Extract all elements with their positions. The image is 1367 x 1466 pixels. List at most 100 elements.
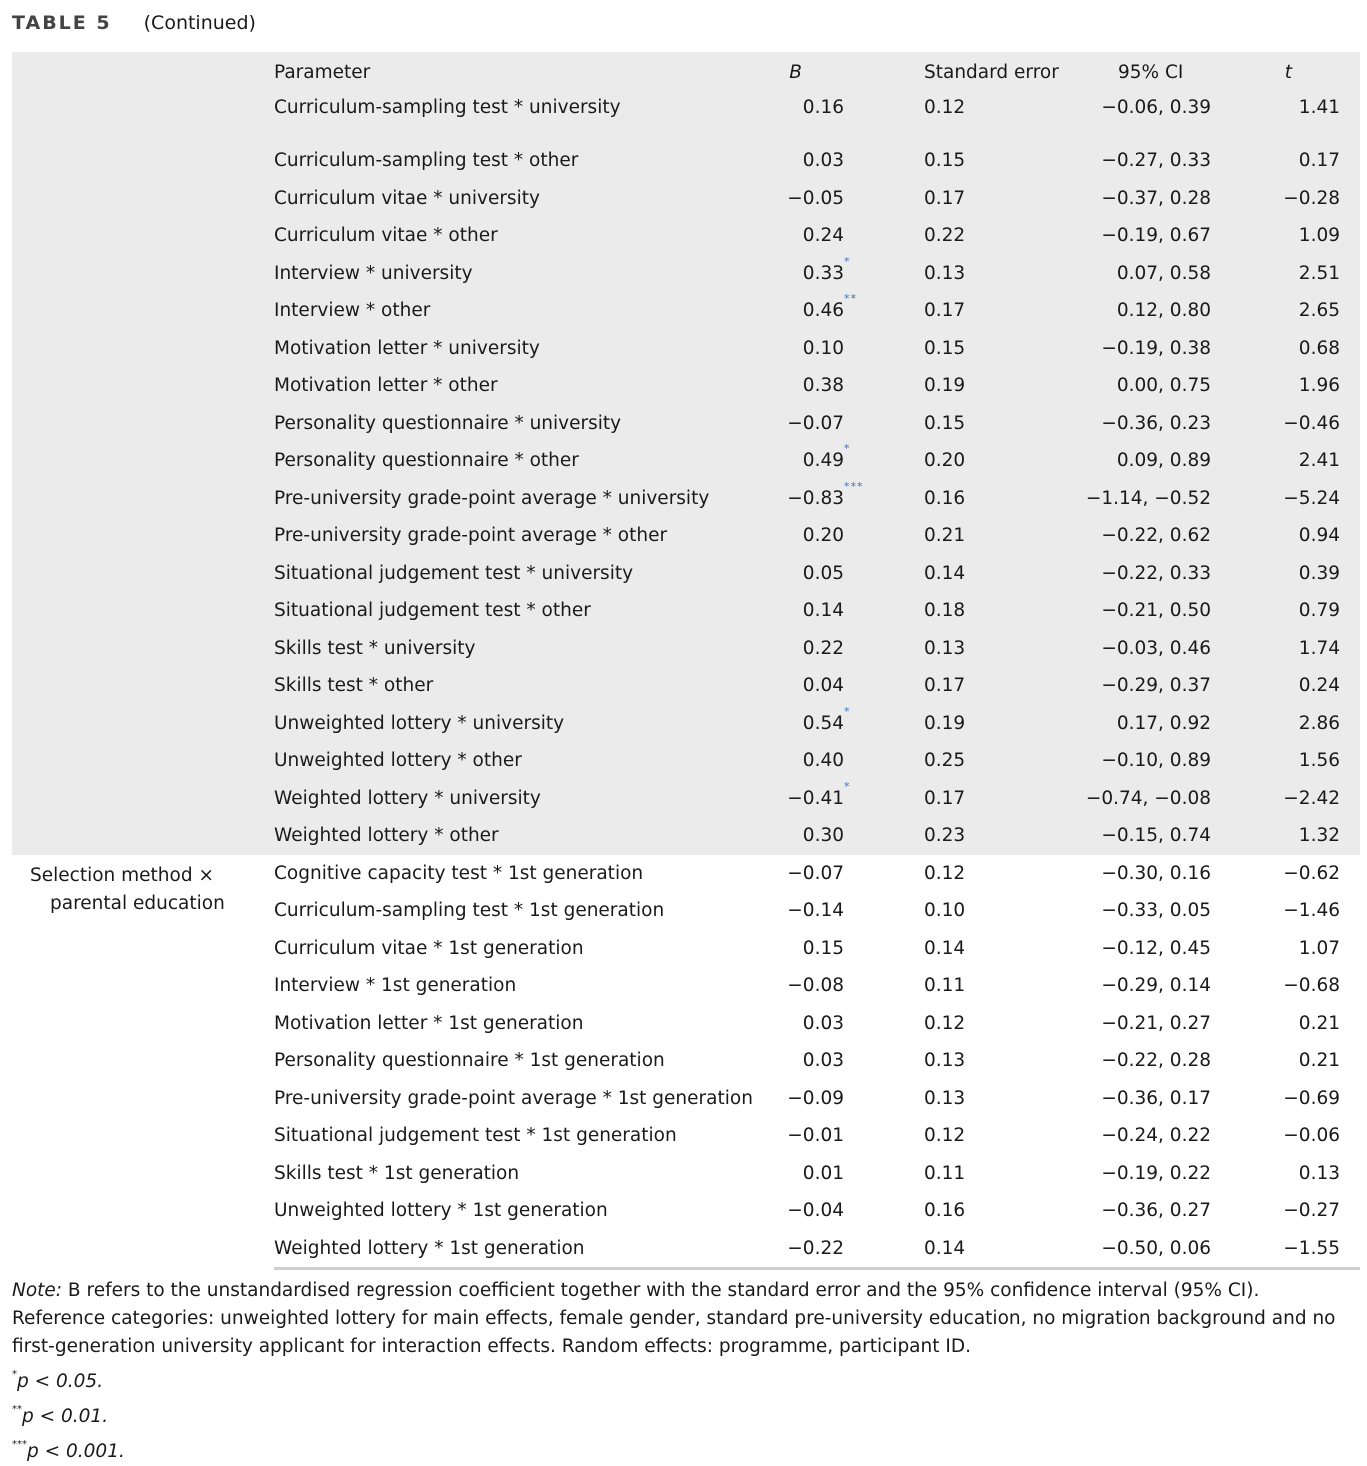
ci-cell: −0.03, 0.46 xyxy=(1016,629,1218,667)
se-cell: 0.17 xyxy=(848,667,1016,705)
parameter-cell: Weighted lottery * university xyxy=(274,779,774,817)
table-row: Personality questionnaire * 1st generati… xyxy=(12,1042,1360,1080)
table-row: Interview * university 0.33 * 0.13 0.07, 0.5… xyxy=(12,254,1360,292)
t-cell: −0.27 xyxy=(1283,1200,1340,1222)
parameter-cell: Personality questionnaire * other xyxy=(274,442,774,480)
b-cell: 0.22 xyxy=(774,629,848,667)
b-value: 0.46 ** xyxy=(802,292,857,322)
table-row: Pre-university grade-point average * oth… xyxy=(12,517,1360,555)
footnotes: *p < 0.05. **p < 0.01. ***p < 0.001. xyxy=(12,1361,1352,1466)
ci-cell: −0.36, 0.23 xyxy=(1016,404,1218,442)
t-cell: 0.13 xyxy=(1298,1162,1340,1184)
b-cell: 0.14 xyxy=(774,592,848,630)
footnote: ***p < 0.001. xyxy=(12,1431,1352,1466)
b-value: 0.03 xyxy=(802,1012,844,1034)
parameter-cell: Motivation letter * 1st generation xyxy=(274,1012,584,1034)
column-header: Standard error xyxy=(848,52,1059,93)
parameter-cell: Situational judgement test * 1st generat… xyxy=(274,1125,677,1147)
b-cell: −0.01 xyxy=(774,1117,848,1155)
b-cell: 0.54 * xyxy=(774,704,851,742)
ci-cell: −0.24, 0.22 xyxy=(1101,1125,1211,1147)
parameter-cell: Motivation letter * university xyxy=(274,329,774,367)
ci-cell: −0.22, 0.33 xyxy=(1016,554,1218,592)
parameter-cell: Skills test * 1st generation xyxy=(274,1162,520,1184)
se-cell: 0.18 xyxy=(848,592,1016,630)
ci-cell: −0.50, 0.06 xyxy=(1016,1229,1218,1270)
b-value: −0.04 xyxy=(787,1200,844,1222)
table-row: Curriculum-sampling test * 1st generatio… xyxy=(12,892,1360,930)
table-row: Situational judgement test * 1st generat… xyxy=(12,1117,1360,1155)
b-value: 0.01 xyxy=(802,1162,844,1184)
table-row: Motivation letter * university 0.10 0.15 −0… xyxy=(12,329,1360,367)
t-cell: 1.96 xyxy=(1218,367,1360,405)
b-cell: 0.03 xyxy=(774,142,848,180)
table-row: Situational judgement test * university 0… xyxy=(12,554,1360,592)
table-row: Skills test * other 0.04 0.17 −0.29, 0.37 0.… xyxy=(12,667,1360,705)
b-cell: 0.49 * xyxy=(774,442,850,480)
row-group: Curriculum-sampling test * university 0.1… xyxy=(12,93,1360,855)
se-cell: 0.15 xyxy=(848,142,1016,180)
significance-mark: * xyxy=(844,704,851,718)
b-value: −0.41 * xyxy=(787,779,851,809)
se-cell: 0.10 xyxy=(924,900,966,922)
footnote: **p < 0.01. xyxy=(12,1396,1352,1431)
b-cell: 0.03 xyxy=(774,1005,848,1043)
t-cell: −1.46 xyxy=(1283,900,1340,922)
t-cell: −0.69 xyxy=(1283,1087,1340,1109)
table-row: Motivation letter * 1st generation 0.03 0.… xyxy=(12,1005,1360,1043)
b-value: −0.14 xyxy=(787,900,844,922)
table-label: TABLE 5 xyxy=(12,12,112,34)
b-value: −0.08 xyxy=(787,975,844,997)
se-cell: 0.11 xyxy=(924,975,966,997)
t-cell: 2.65 xyxy=(1218,292,1360,330)
significance-mark: * xyxy=(844,254,851,268)
b-value: 0.16 xyxy=(802,97,844,118)
group-label xyxy=(12,93,274,855)
b-value: 0.22 xyxy=(802,637,844,659)
b-cell: 0.46 ** xyxy=(774,292,857,330)
b-cell: −0.04 xyxy=(774,1192,848,1230)
ci-cell: −0.21, 0.50 xyxy=(1016,592,1218,630)
t-cell: 0.21 xyxy=(1298,1012,1340,1034)
table-row: Unweighted lottery * 1st generation −0.04… xyxy=(12,1192,1360,1230)
b-cell: 0.24 xyxy=(774,217,848,255)
parameter-cell: Skills test * other xyxy=(274,667,774,705)
table-row: Situational judgement test * other 0.14 0.… xyxy=(12,592,1360,630)
se-cell: 0.16 xyxy=(924,1200,966,1222)
parameter-cell: Weighted lottery * other xyxy=(274,817,774,855)
ci-cell: −1.14, −0.52 xyxy=(1016,479,1218,517)
column-header: Parameter xyxy=(274,52,774,93)
parameter-cell: Curriculum vitae * other xyxy=(274,217,774,255)
table-row: Interview * 1st generation −0.08 0.11 −0.29… xyxy=(12,967,1360,1005)
b-value: 0.20 xyxy=(802,525,844,547)
parameter-cell: Situational judgement test * university xyxy=(274,554,774,592)
results-table: Parameter B Standard error 95% CI t Curr… xyxy=(12,52,1360,1270)
parameter-cell: Pre-university grade-point average * oth… xyxy=(274,517,774,555)
parameter-cell: Curriculum-sampling test * 1st generatio… xyxy=(274,900,665,922)
b-cell: −0.05 xyxy=(774,179,848,217)
ci-cell: −0.12, 0.45 xyxy=(1101,937,1211,959)
se-cell: 0.25 xyxy=(848,742,1016,780)
table-row: Pre-university grade-point average * uni… xyxy=(12,479,1360,517)
b-value: 0.05 xyxy=(802,562,844,584)
table-row: Curriculum-sampling test * university 0.1… xyxy=(12,93,1360,855)
b-cell: 0.30 xyxy=(774,817,848,855)
t-cell: 1.41 xyxy=(1218,93,1360,142)
table-row: Personality questionnaire * other 0.49 * 0.… xyxy=(12,442,1360,480)
se-cell: 0.16 xyxy=(848,479,1016,517)
parameter-cell: Personality questionnaire * 1st generati… xyxy=(274,1050,665,1072)
b-value: 0.03 xyxy=(802,1050,844,1072)
group-label: Selection method × parental education xyxy=(30,864,225,914)
parameter-cell: Personality questionnaire * university xyxy=(274,404,774,442)
parameter-cell: Curriculum vitae * university xyxy=(274,179,774,217)
b-cell: −0.83 *** xyxy=(774,479,863,517)
se-cell: 0.12 xyxy=(924,1012,966,1034)
b-cell: −0.41 * xyxy=(774,779,851,817)
parameter-cell: Curriculum vitae * 1st generation xyxy=(274,937,584,959)
table-row: Skills test * university 0.22 0.13 −0.03, 0… xyxy=(12,629,1360,667)
ci-cell: −0.19, 0.67 xyxy=(1016,217,1218,255)
t-cell: 0.17 xyxy=(1218,142,1360,180)
ci-cell: −0.29, 0.37 xyxy=(1016,667,1218,705)
ci-cell: −0.36, 0.17 xyxy=(1101,1087,1211,1109)
b-value: 0.40 xyxy=(802,750,844,772)
